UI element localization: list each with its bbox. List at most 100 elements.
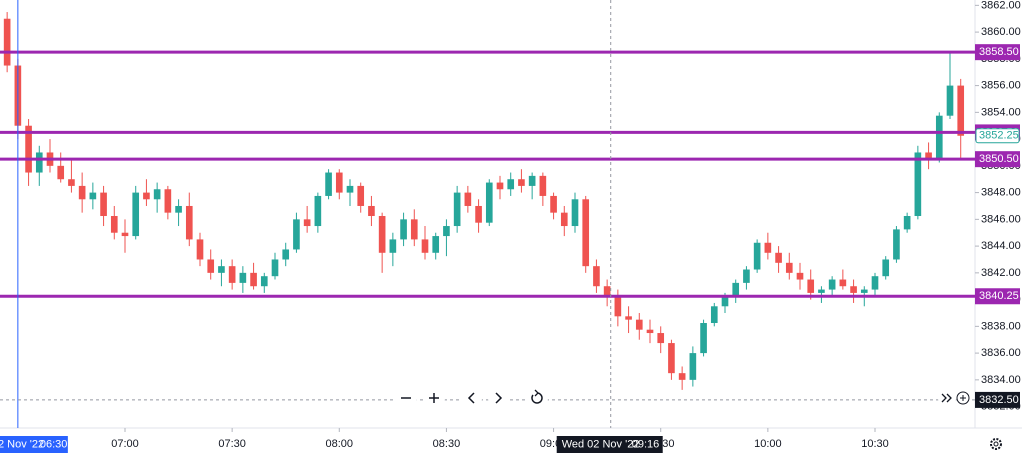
candle-body: [657, 333, 665, 344]
candle-body: [850, 286, 857, 293]
candle-body: [89, 192, 97, 200]
x-tick-label: 08:00: [326, 438, 354, 450]
last-price-box: [975, 128, 1020, 144]
vertical-line-label-box: [0, 436, 68, 453]
y-tick-label: 3854.00: [981, 106, 1021, 118]
crosshair-date: Wed 02 Nov '22: [562, 438, 640, 450]
candle-body: [325, 172, 332, 196]
candle-body: [818, 289, 825, 293]
scroll-right-button[interactable]: [488, 387, 510, 409]
candle-body: [539, 175, 547, 196]
candle-body: [764, 242, 772, 253]
y-tick-label: 3834.00: [981, 374, 1021, 386]
candle-body: [303, 219, 311, 227]
candle-body: [35, 152, 43, 173]
candle-body: [785, 262, 793, 273]
crosshair-price: 3832.50: [979, 394, 1019, 406]
level-label: 3850.50: [979, 153, 1019, 165]
last-price-label: 3852.25: [979, 130, 1019, 142]
candle-body: [164, 189, 172, 213]
candle-body: [239, 272, 247, 283]
x-tick-label: 10:00: [754, 438, 782, 450]
zoom-out-button[interactable]: [395, 387, 417, 409]
candle-body: [100, 192, 107, 217]
candle-body: [132, 192, 140, 237]
candle-body: [946, 85, 954, 116]
candle-body: [839, 279, 847, 287]
candle-body: [710, 306, 718, 324]
candle-body: [860, 289, 868, 293]
scroll-left-button[interactable]: [460, 387, 482, 409]
candle-body: [721, 296, 729, 307]
candle-body: [507, 179, 515, 190]
candle-body: [550, 195, 557, 213]
candle-body: [678, 373, 686, 380]
x-tick-label: 10:30: [861, 438, 889, 450]
candle-body: [282, 249, 290, 260]
candle-body: [957, 85, 965, 136]
candle-body: [78, 185, 86, 200]
reset-button[interactable]: [526, 387, 548, 409]
candle-body: [196, 239, 204, 260]
candle-body: [432, 236, 440, 253]
candle-body: [796, 272, 804, 280]
crosshair-price-box: [975, 391, 1020, 408]
level-label: 3840.25: [979, 290, 1019, 302]
candle-body: [335, 172, 343, 193]
vertical-line-date: 2 Nov '22: [0, 438, 44, 450]
crosshair-time-box: [556, 436, 663, 453]
y-tick-label: 3844.00: [981, 240, 1021, 252]
candle-body: [646, 329, 654, 334]
candle-body: [314, 195, 322, 227]
candle-body: [421, 239, 429, 253]
y-tick-label: 3860.00: [981, 26, 1021, 38]
candle-body: [625, 316, 632, 320]
candle-body: [582, 199, 590, 267]
candle-body: [143, 192, 150, 200]
x-tick-label: 08:30: [433, 438, 461, 450]
candle-body: [882, 259, 890, 277]
crosshair-time: 09:16: [632, 438, 660, 450]
candle-body: [925, 152, 932, 160]
candle-body: [635, 319, 643, 330]
candle-body: [560, 212, 568, 227]
candle-body: [443, 226, 450, 237]
zoom-in-button[interactable]: [423, 387, 445, 409]
candle-body: [250, 272, 257, 287]
candle-body: [603, 286, 611, 297]
candle-body: [25, 125, 32, 173]
candle-body: [464, 192, 472, 206]
candle-body: [689, 353, 697, 380]
candle-body: [175, 205, 182, 213]
vertical-line-time: 06:30: [40, 438, 68, 450]
candle-body: [3, 18, 11, 66]
candle-body: [475, 205, 482, 223]
candle-body: [614, 296, 622, 317]
candle-body: [871, 276, 879, 290]
candle-body: [753, 242, 761, 270]
scroll-to-end-button[interactable]: [938, 389, 956, 407]
candle-body: [700, 323, 707, 354]
y-tick-label: 3846.00: [981, 213, 1021, 225]
candle-body: [743, 269, 750, 283]
candle-body: [732, 282, 740, 297]
candle-body: [828, 279, 836, 290]
settings-button[interactable]: [990, 438, 1002, 450]
y-tick-label: 3862.00: [981, 0, 1021, 11]
candle-body: [121, 232, 129, 237]
level-label-box: [975, 288, 1020, 305]
candle-body: [485, 182, 493, 223]
candle-body: [400, 219, 407, 240]
add-button[interactable]: [956, 391, 970, 405]
candle-body: [935, 115, 943, 160]
candle-body: [153, 189, 161, 200]
toolbar: [395, 387, 1002, 450]
candle-body: [389, 239, 397, 253]
candle-body: [260, 276, 268, 287]
candle-body: [453, 192, 461, 227]
candle-body: [346, 185, 354, 193]
candle-body: [271, 259, 279, 277]
candle-body: [110, 216, 118, 233]
